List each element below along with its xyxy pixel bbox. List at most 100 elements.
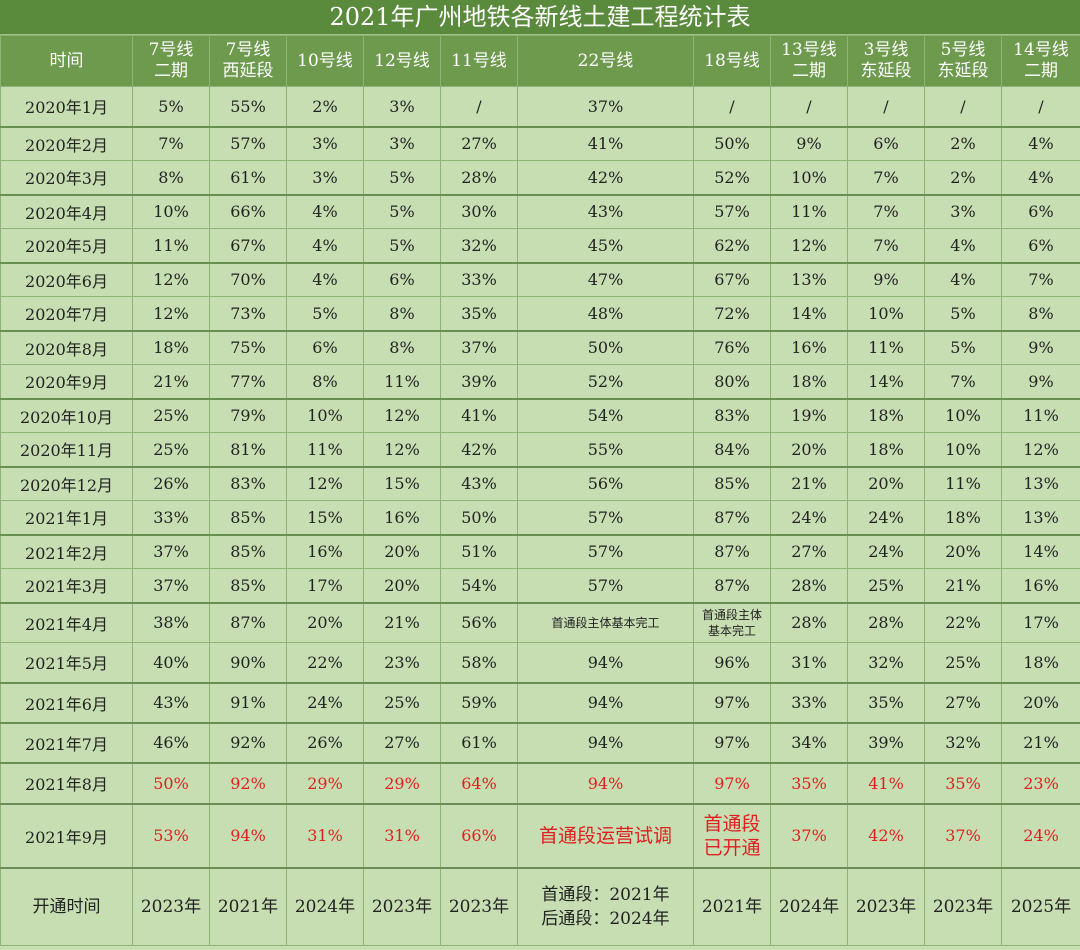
value-cell: 5% xyxy=(286,296,364,332)
value-cell: 27% xyxy=(770,534,848,569)
value-cell: 37% xyxy=(517,86,694,128)
value-cell: 2% xyxy=(924,160,1002,196)
table-row: 2020年2月 7% 57% 3% 3% 27% 41% 50% 9% 6% 2% 4% xyxy=(0,126,1080,161)
value-cell: 7% xyxy=(924,364,1002,400)
value-cell: 52% xyxy=(693,160,771,196)
value-cell: 10% xyxy=(132,194,210,229)
value-cell: / xyxy=(924,86,1002,128)
value-cell: 54% xyxy=(517,398,694,433)
value-cell: 55% xyxy=(517,432,694,468)
month-cell: 2021年5月 xyxy=(0,642,133,684)
open-year-cell: 2021年 xyxy=(693,867,771,946)
value-cell: 22% xyxy=(924,602,1002,643)
open-year-cell: 2023年 xyxy=(847,867,925,946)
value-cell: 47% xyxy=(517,262,694,297)
table-row: 2020年6月 12% 70% 4% 6% 33% 47% 67% 13% 9% 4% 7% xyxy=(0,262,1080,297)
value-cell: 43% xyxy=(440,466,518,501)
value-cell: 87% xyxy=(693,568,771,604)
value-cell: 20% xyxy=(363,534,441,569)
open-year-cell: 2024年 xyxy=(286,867,364,946)
value-cell: 8% xyxy=(286,364,364,400)
value-cell: 64% xyxy=(440,762,518,805)
table-row: 2021年3月 37% 85% 17% 20% 54% 57% 87% 28% 25% 21% 16% xyxy=(0,568,1080,604)
value-cell: 34% xyxy=(770,722,848,764)
value-cell: 11% xyxy=(924,466,1002,501)
value-cell: 12% xyxy=(363,432,441,468)
value-cell: 33% xyxy=(770,682,848,724)
value-cell: 9% xyxy=(847,262,925,297)
value-cell: 24% xyxy=(847,500,925,536)
value-cell: 15% xyxy=(363,466,441,501)
value-cell: 12% xyxy=(132,296,210,332)
value-cell: 20% xyxy=(924,534,1002,569)
value-cell: 5% xyxy=(924,330,1002,365)
value-cell: 11% xyxy=(132,228,210,264)
value-cell: 55% xyxy=(209,86,287,128)
value-cell: 14% xyxy=(770,296,848,332)
value-cell: 21% xyxy=(1001,722,1080,764)
value-cell: 94% xyxy=(517,762,694,805)
header-line: 22号线 xyxy=(517,35,694,87)
table-row: 2020年5月 11% 67% 4% 5% 32% 45% 62% 12% 7% 4% 6% xyxy=(0,228,1080,264)
month-cell: 2020年10月 xyxy=(0,398,133,433)
header-row: 时间 7号线 二期 7号线 西延段 10号线 12号线 11号线 22号线 18号线 13号线 二期 3… xyxy=(0,35,1080,87)
value-cell: 92% xyxy=(209,762,287,805)
value-cell: 17% xyxy=(1001,602,1080,643)
month-cell: 2020年9月 xyxy=(0,364,133,400)
table-row: 2021年6月 43% 91% 24% 25% 59% 94% 97% 33% 35% 27% 20% xyxy=(0,682,1080,724)
value-cell: 97% xyxy=(693,762,771,805)
value-cell: 21% xyxy=(924,568,1002,604)
month-cell: 2020年12月 xyxy=(0,466,133,501)
table-row: 2021年4月 38% 87% 20% 21% 56% 首通段主体基本完工 首通段主体 基本完工… xyxy=(0,602,1080,643)
value-cell: 22% xyxy=(286,642,364,684)
value-cell: 57% xyxy=(517,568,694,604)
value-cell: 18% xyxy=(770,364,848,400)
value-cell: 13% xyxy=(1001,466,1080,501)
value-cell: 40% xyxy=(132,642,210,684)
open-year-cell: 首通段：2021年 后通段：2024年 xyxy=(517,867,694,946)
value-cell: 12% xyxy=(132,262,210,297)
value-cell: 21% xyxy=(363,602,441,643)
value-cell: 27% xyxy=(924,682,1002,724)
value-cell: 25% xyxy=(132,432,210,468)
value-cell: 7% xyxy=(847,160,925,196)
value-cell: 41% xyxy=(440,398,518,433)
month-cell: 2021年4月 xyxy=(0,602,133,643)
value-cell: 3% xyxy=(363,86,441,128)
value-cell: 6% xyxy=(847,126,925,161)
value-cell: 38% xyxy=(132,602,210,643)
value-cell: 56% xyxy=(517,466,694,501)
month-cell: 2020年4月 xyxy=(0,194,133,229)
value-cell: 35% xyxy=(847,682,925,724)
value-cell: 首通段主体基本完工 xyxy=(693,602,771,643)
value-cell: 18% xyxy=(847,398,925,433)
value-cell: 30% xyxy=(440,194,518,229)
value-cell: 33% xyxy=(132,500,210,536)
value-cell: 31% xyxy=(363,803,441,869)
value-cell: 17% xyxy=(286,568,364,604)
value-cell: 94% xyxy=(517,722,694,764)
value-cell: 2% xyxy=(286,86,364,128)
value-cell: 26% xyxy=(286,722,364,764)
value-cell: 58% xyxy=(440,642,518,684)
value-cell: 4% xyxy=(286,228,364,264)
value-cell: 52% xyxy=(517,364,694,400)
value-cell: 31% xyxy=(286,803,364,869)
value-cell: 87% xyxy=(693,534,771,569)
value-cell: 13% xyxy=(1001,500,1080,536)
value-cell: 25% xyxy=(924,642,1002,684)
value-cell: 11% xyxy=(286,432,364,468)
value-cell: 75% xyxy=(209,330,287,365)
stats-table: 时间 7号线 二期 7号线 西延段 10号线 12号线 11号线 22号线 18号线 13号线 二期 3… xyxy=(0,35,1080,946)
value-cell: 12% xyxy=(286,466,364,501)
value-cell: 94% xyxy=(209,803,287,869)
month-cell: 2020年3月 xyxy=(0,160,133,196)
value-cell: 3% xyxy=(286,160,364,196)
value-cell: 61% xyxy=(440,722,518,764)
value-cell: 7% xyxy=(847,228,925,264)
value-cell: 67% xyxy=(693,262,771,297)
value-cell: 41% xyxy=(517,126,694,161)
value-cell: 24% xyxy=(1001,803,1080,869)
value-cell: 51% xyxy=(440,534,518,569)
value-cell: 3% xyxy=(286,126,364,161)
